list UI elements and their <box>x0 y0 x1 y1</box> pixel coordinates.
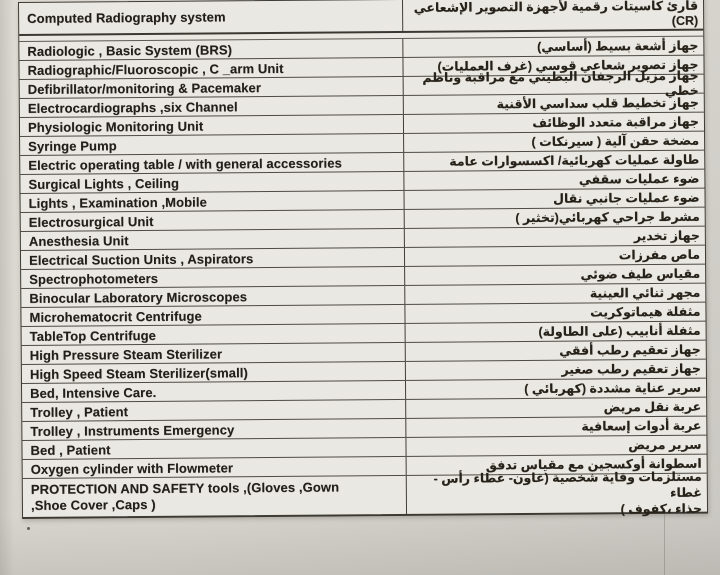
cell-arabic: مقياس طيف ضوئي <box>404 264 706 285</box>
equipment-table: Computed Radiography system قارئ كاسيتات… <box>18 0 709 519</box>
cell-arabic: عربة أدوات إسعافية <box>405 416 707 437</box>
cell-english: Bed, Intensive Care. <box>30 384 157 401</box>
cell-arabic: ضوء عمليات سقفي <box>403 169 705 190</box>
cell-english: TableTop Centrifuge <box>29 327 157 344</box>
cell-arabic: جهاز مزيل الرجفان البطيني مع مراقبة وناظ… <box>402 69 704 98</box>
cell-arabic: ماص مفرزات <box>403 245 706 266</box>
cell-arabic: سرير مريض <box>405 435 707 456</box>
cell-english: Trolley , Instruments Emergency <box>30 421 235 439</box>
cell-english: Electric operating table / with general … <box>28 154 342 173</box>
cell-english: Defibrillator/monitoring & Pacemaker <box>27 79 262 97</box>
cell-arabic: مثفلة أنابيب (على الطاولة) <box>404 321 706 342</box>
cell-arabic: جهاز تعقيم رطب صغير <box>404 359 706 380</box>
cell-arabic: عربة نقل مريض <box>405 397 707 418</box>
cell-english: PROTECTION AND SAFETY tools ,(Gloves ,Go… <box>30 479 340 513</box>
cell-english: Electrosurgical Unit <box>28 213 154 230</box>
cell-arabic: جهاز تخدير <box>403 226 705 247</box>
cell-english: Electrical Suction Units , Aspirators <box>28 250 254 268</box>
cell-english: Computed Radiography system <box>27 9 226 26</box>
cell-english: Syringe Pump <box>28 137 117 154</box>
cell-arabic: جهاز مراقبة متعدد الوظائف <box>402 112 705 133</box>
cell-arabic: مجهر ثنائي العينية <box>404 283 706 304</box>
cell-arabic: قارئ كاسيتات رقمية لأجهزة التصوير الإشعا… <box>401 0 704 31</box>
scan-speck-artifact <box>27 527 30 530</box>
cell-english: Oxygen cylinder with Flowmeter <box>30 459 234 477</box>
cell-english: Radiographic/Fluoroscopic , C _arm Unit <box>27 60 284 78</box>
table-row: PROTECTION AND SAFETY tools ,(Gloves ,Go… <box>23 470 708 517</box>
cell-arabic: سرير عناية مشددة (كهربائي ) <box>404 378 707 399</box>
cell-arabic: جهاز أشعة بسيط (أساسي) <box>402 36 704 57</box>
cell-english: Spectrophotometers <box>29 270 159 287</box>
cell-english: Microhematocrit Centrifuge <box>29 308 202 325</box>
cell-english: Trolley , Patient <box>30 403 129 420</box>
cell-english: High Pressure Steam Sterilizer <box>29 345 223 363</box>
cell-arabic: جهاز تخطيط قلب سداسي الأقنية <box>402 93 704 114</box>
cell-arabic: مشرط جراحي كهربائي(تخثير ) <box>403 207 705 228</box>
cell-english: Lights , Examination ,Mobile <box>28 194 207 211</box>
cell-arabic: طاولة عمليات كهربائية/ اكسسوارات عامة <box>403 150 705 171</box>
cell-english: High Speed Steam Sterilizer(small) <box>29 364 248 382</box>
cell-english: Radiologic , Basic System (BRS) <box>27 41 233 59</box>
cell-arabic: ضوء عمليات جانبي نقال <box>403 188 705 209</box>
cell-arabic: مستلزمات وقاية شخصية (غاون- غطاء رأس - غ… <box>405 470 708 516</box>
cell-english: Anesthesia Unit <box>28 232 129 249</box>
cell-english: Electrocardiographs ,six Channel <box>27 98 238 116</box>
cell-arabic: مثفلة هيماتوكريت <box>404 302 706 323</box>
cell-arabic: جهاز تعقيم رطب أفقي <box>404 340 706 361</box>
cell-english: Physiologic Monitoring Unit <box>27 118 204 135</box>
paper-crease-artifact <box>664 514 665 575</box>
cell-english: Surgical Lights , Ceiling <box>28 175 180 192</box>
cell-arabic: مضخة حقن آلية ( سيرنكات ) <box>403 131 705 152</box>
cell-english: Bed , Patient <box>30 441 111 458</box>
cell-english: Binocular Laboratory Microscopes <box>29 288 248 306</box>
